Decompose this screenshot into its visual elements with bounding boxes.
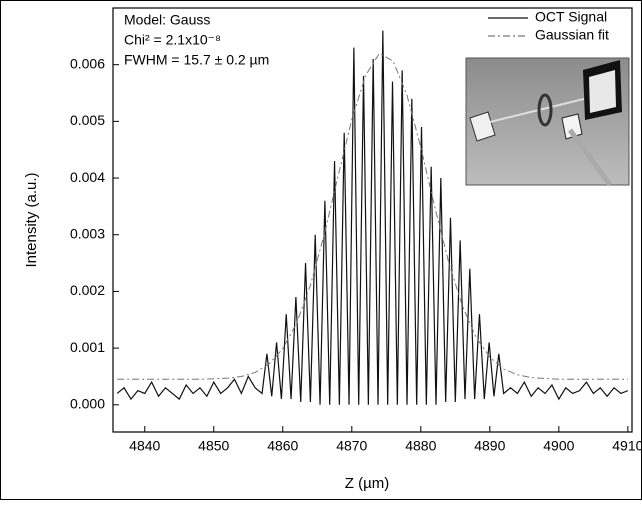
series-line — [117, 52, 628, 380]
inset-shape — [589, 70, 616, 113]
x-tick-label: 4890 — [474, 438, 505, 454]
x-tick-label: 4850 — [198, 438, 229, 454]
inset-shape — [469, 111, 496, 142]
y-tick-label: 0.003 — [70, 225, 105, 241]
y-tick-label: 0.005 — [70, 112, 105, 128]
legend-label: Gaussian fit — [535, 27, 609, 43]
y-tick-label: 0.000 — [70, 395, 105, 411]
series-line — [116, 30, 629, 405]
annotation: Model: Gauss — [124, 12, 210, 28]
y-tick-label: 0.006 — [70, 55, 105, 71]
inset-beam — [567, 128, 613, 187]
x-tick-label: 4900 — [543, 438, 574, 454]
x-tick-label: 4880 — [405, 438, 436, 454]
inset-shape — [537, 93, 553, 127]
inset-image — [465, 57, 630, 187]
y-tick-label: 0.004 — [70, 169, 105, 185]
x-tick-label: 4840 — [129, 438, 160, 454]
x-tick-label: 4860 — [267, 438, 298, 454]
x-tick-label: 4870 — [336, 438, 367, 454]
y-tick-label: 0.001 — [70, 339, 105, 355]
annotation: FWHM = 15.7 ± 0.2 µm — [124, 52, 269, 68]
annotation: Chi² = 2.1x10⁻⁸ — [124, 32, 221, 48]
plot-border — [112, 7, 633, 433]
y-axis-label: Intensity (a.u.) — [23, 172, 40, 267]
x-tick-label: 4910 — [612, 438, 642, 454]
y-tick-label: 0.002 — [70, 282, 105, 298]
legend-label: OCT Signal — [535, 9, 607, 25]
inset-shape — [561, 113, 583, 140]
x-axis-label: Z (µm) — [345, 475, 389, 492]
inset-beam — [489, 94, 601, 123]
